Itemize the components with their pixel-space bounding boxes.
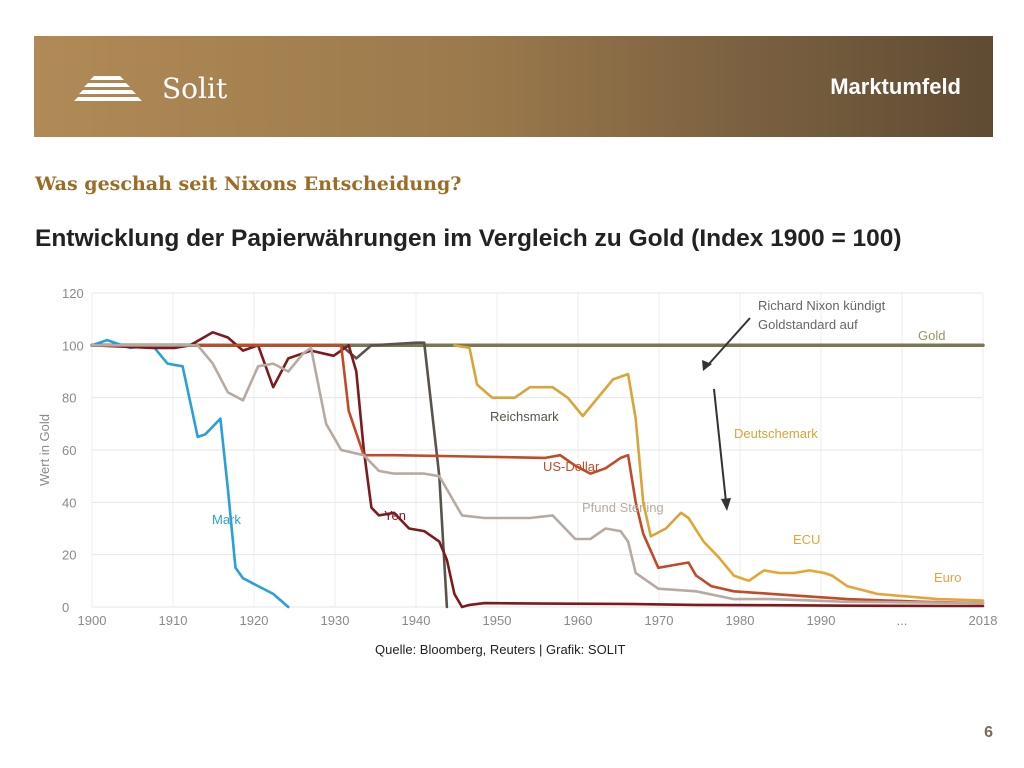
- x-tick-label: 1940: [402, 613, 431, 628]
- x-tick-label: 1960: [564, 613, 593, 628]
- series-line-ecu: [687, 516, 834, 583]
- series-line-mark: [90, 338, 290, 609]
- series-line-pfund-sterling: [90, 344, 985, 605]
- series-label: Euro: [934, 570, 961, 585]
- y-tick-label: 120: [62, 286, 84, 301]
- series-line-yen: [90, 331, 985, 609]
- x-tick-label: 1970: [645, 613, 674, 628]
- series-line-euro: [830, 574, 985, 602]
- series-line-deutschemark: [453, 344, 690, 538]
- solit-logo-icon: [74, 76, 142, 101]
- annotation-arrowhead: [702, 360, 712, 371]
- slide-subtitle: Was geschah seit Nixons Entscheidung?: [35, 173, 462, 195]
- brand-name: Solit: [162, 72, 228, 105]
- slide-title: Entwicklung der Papierwährungen im Vergl…: [35, 225, 902, 252]
- x-tick-label: 1910: [159, 613, 188, 628]
- y-tick-label: 60: [62, 443, 76, 458]
- header-banner: Solit Marktumfeld: [34, 36, 993, 137]
- series-label: US-Dollar: [543, 459, 600, 474]
- x-tick-label: 1990: [807, 613, 836, 628]
- y-tick-label: 20: [62, 548, 76, 563]
- annotation-text: Richard Nixon kündigt: [758, 298, 886, 313]
- drop-arrowhead: [721, 498, 731, 511]
- y-tick-label: 0: [62, 600, 69, 615]
- y-tick-label: 80: [62, 391, 76, 406]
- series-label: ECU: [793, 532, 820, 547]
- drop-arrow: [713, 388, 727, 503]
- x-tick-label: ...: [897, 613, 908, 628]
- y-tick-label: 100: [62, 338, 84, 353]
- annotation-text: Goldstandard auf: [758, 317, 858, 332]
- annotation-arrow: [707, 317, 751, 366]
- x-tick-label: 1980: [726, 613, 755, 628]
- series-label: Mark: [212, 512, 241, 527]
- x-tick-label: 1920: [240, 613, 269, 628]
- x-tick-label: 2018: [969, 613, 998, 628]
- series-line-us-dollar: [90, 344, 985, 605]
- y-axis-label: Wert in Gold: [37, 414, 52, 486]
- series-label: Pfund Sterling: [582, 500, 664, 515]
- y-tick-label: 40: [62, 495, 76, 510]
- x-tick-label: 1950: [483, 613, 512, 628]
- x-tick-label: 1930: [321, 613, 350, 628]
- section-title: Marktumfeld: [830, 74, 961, 99]
- x-tick-label: 1900: [78, 613, 107, 628]
- series-label: Reichsmark: [490, 409, 559, 424]
- series-label: Yen: [384, 508, 406, 523]
- series-label: Gold: [918, 328, 945, 343]
- series-label: Deutschemark: [734, 426, 818, 441]
- page-number: 6: [984, 724, 993, 741]
- source-note: Quelle: Bloomberg, Reuters | Grafik: SOL…: [375, 642, 626, 657]
